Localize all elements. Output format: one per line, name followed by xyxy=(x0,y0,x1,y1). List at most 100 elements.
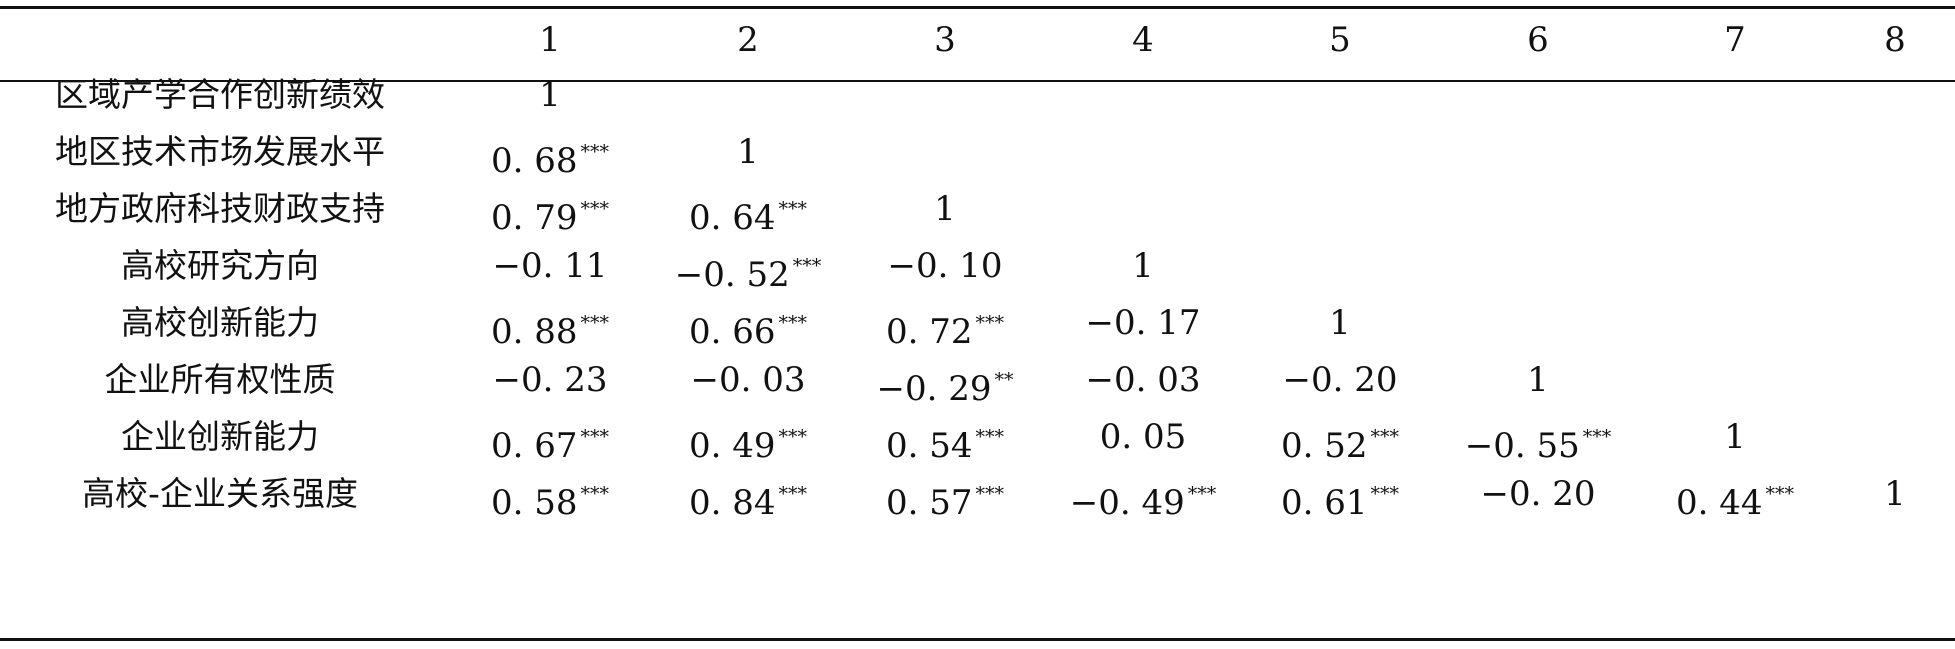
table-cell: 1 xyxy=(1260,293,1420,353)
table-cell: −0. 17 xyxy=(1063,293,1223,353)
top-rule xyxy=(0,6,1955,9)
significance-mark: *** xyxy=(975,483,1005,505)
header-cell-4: 4 xyxy=(1132,20,1154,60)
header-cell-2: 2 xyxy=(737,20,759,60)
significance-mark: *** xyxy=(1582,426,1612,448)
significance-mark: *** xyxy=(580,426,610,448)
row-label: 高校创新能力 xyxy=(121,303,319,342)
cell-value: 0. 49 xyxy=(688,426,776,466)
table-cell: −0. 20 xyxy=(1260,350,1420,410)
cell-value: 0. 88 xyxy=(490,312,578,352)
table-row: 高校研究方向 −0. 11 −0. 52 *** −0. 10 1 xyxy=(0,236,1955,296)
table-row: 高校创新能力 0. 88 *** 0. 66 *** 0. 72 *** −0. 17 1 xyxy=(0,293,1955,353)
row-label: 企业创新能力 xyxy=(121,417,319,456)
cell-value: 0. 58 xyxy=(490,483,578,523)
cell-value: 0. 61 xyxy=(1280,483,1368,523)
significance-mark: *** xyxy=(975,312,1005,334)
table-cell: −0. 03 xyxy=(668,350,828,410)
cell-value: −0. 20 xyxy=(1480,474,1596,514)
cell-value: −0. 17 xyxy=(1085,303,1201,343)
cell-value: −0. 29 xyxy=(876,369,992,409)
cell-value: 1 xyxy=(934,189,956,229)
table-cell: 1 xyxy=(1655,407,1815,467)
significance-mark: *** xyxy=(580,483,610,505)
table-cell: 0. 88 *** xyxy=(470,293,630,353)
significance-mark: *** xyxy=(580,198,610,220)
cell-value: 1 xyxy=(539,75,561,115)
significance-mark: *** xyxy=(580,141,610,163)
table-cell: 0. 05 xyxy=(1063,407,1223,467)
cell-value: 1 xyxy=(1329,303,1351,343)
header-cell-3: 3 xyxy=(934,20,956,60)
table-row: 企业所有权性质 −0. 23 −0. 03 −0. 29 ** −0. 03 −0. 20 1 xyxy=(0,350,1955,410)
table-cell: −0. 10 xyxy=(865,236,1025,296)
cell-value: −0. 03 xyxy=(690,360,806,400)
cell-value: 0. 52 xyxy=(1280,426,1368,466)
table-cell: −0. 55 *** xyxy=(1458,407,1618,467)
table-cell: 0. 52 *** xyxy=(1260,407,1420,467)
cell-value: −0. 55 xyxy=(1464,426,1580,466)
table-cell: −0. 49 *** xyxy=(1063,464,1223,524)
table-cell: 0. 54 *** xyxy=(865,407,1025,467)
header-cell-8: 8 xyxy=(1884,20,1906,60)
significance-mark: *** xyxy=(1370,426,1400,448)
cell-value: 1 xyxy=(1527,360,1549,400)
header-cell-5: 5 xyxy=(1329,20,1351,60)
table-cell: 0. 72 *** xyxy=(865,293,1025,353)
cell-value: 0. 68 xyxy=(490,141,578,181)
significance-mark: *** xyxy=(778,312,808,334)
table-cell: 1 xyxy=(1063,236,1223,296)
cell-value: 0. 66 xyxy=(688,312,776,352)
significance-mark: *** xyxy=(1370,483,1400,505)
table-cell: 1 xyxy=(865,179,1025,239)
table-row: 高校-企业关系强度 0. 58 *** 0. 84 *** 0. 57 *** −0. 49 *… xyxy=(0,464,1955,524)
cell-value: −0. 23 xyxy=(492,360,608,400)
cell-value: 0. 44 xyxy=(1675,483,1763,523)
header-rule xyxy=(0,80,1955,82)
table-cell: −0. 29 ** xyxy=(865,350,1025,410)
table-cell: −0. 03 xyxy=(1063,350,1223,410)
significance-mark: ** xyxy=(994,369,1014,391)
table-cell: 1 xyxy=(668,122,828,182)
header-cell-1: 1 xyxy=(539,20,561,60)
cell-value: −0. 03 xyxy=(1085,360,1201,400)
table-cell: 1 xyxy=(470,65,630,125)
significance-mark: *** xyxy=(580,312,610,334)
table-cell: 0. 61 *** xyxy=(1260,464,1420,524)
header-cell-7: 7 xyxy=(1724,20,1746,60)
cell-value: 0. 54 xyxy=(885,426,973,466)
cell-value: 0. 64 xyxy=(688,198,776,238)
cell-value: −0. 11 xyxy=(492,246,608,286)
cell-value: 1 xyxy=(1724,417,1746,457)
significance-mark: *** xyxy=(778,198,808,220)
row-label: 高校-企业关系强度 xyxy=(82,474,358,513)
header-cell-6: 6 xyxy=(1527,20,1549,60)
cell-value: −0. 49 xyxy=(1069,483,1185,523)
significance-mark: *** xyxy=(778,426,808,448)
cell-value: 0. 57 xyxy=(885,483,973,523)
header-row: 1 2 3 4 5 6 7 8 xyxy=(0,10,1955,70)
cell-value: 1 xyxy=(737,132,759,172)
significance-mark: *** xyxy=(1187,483,1217,505)
table-cell: 0. 57 *** xyxy=(865,464,1025,524)
bottom-rule xyxy=(0,638,1955,641)
cell-value: 0. 67 xyxy=(490,426,578,466)
table-cell: −0. 11 xyxy=(470,236,630,296)
table-cell: 0. 58 *** xyxy=(470,464,630,524)
table-row: 企业创新能力 0. 67 *** 0. 49 *** 0. 54 *** 0. 05 0. 52… xyxy=(0,407,1955,467)
table-cell: −0. 52 *** xyxy=(668,236,828,296)
cell-value: 0. 84 xyxy=(688,483,776,523)
cell-value: 0. 05 xyxy=(1099,417,1187,457)
table-cell: 0. 44 *** xyxy=(1655,464,1815,524)
significance-mark: *** xyxy=(778,483,808,505)
cell-value: 1 xyxy=(1884,474,1906,514)
cell-value: −0. 20 xyxy=(1282,360,1398,400)
row-label: 区域产学合作创新绩效 xyxy=(55,75,385,114)
table-cell: −0. 23 xyxy=(470,350,630,410)
row-label: 企业所有权性质 xyxy=(104,360,336,399)
cell-value: −0. 10 xyxy=(887,246,1003,286)
table-cell: 0. 64 *** xyxy=(668,179,828,239)
table-row: 区域产学合作创新绩效 1 xyxy=(0,65,1955,125)
table-cell: 0. 66 *** xyxy=(668,293,828,353)
table-cell: 1 xyxy=(1458,350,1618,410)
